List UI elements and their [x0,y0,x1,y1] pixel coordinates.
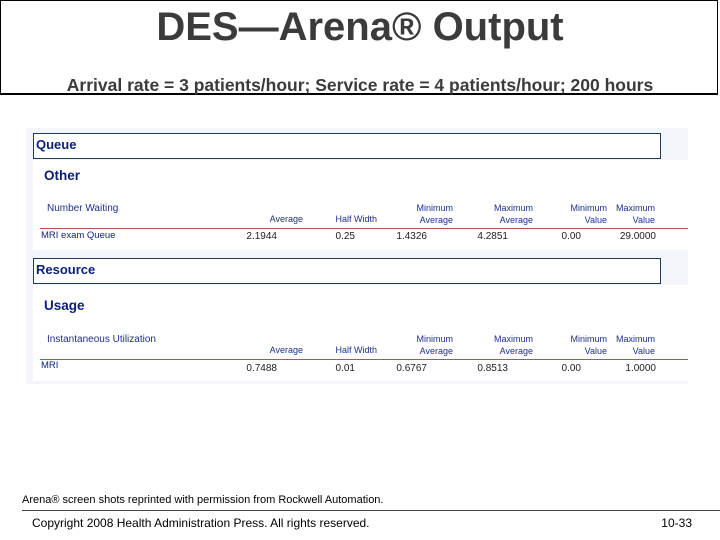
slide-title: DES—Arena® Output [156,5,564,49]
arena-report: Queue Other Number Waiting Average Half … [26,128,688,384]
queue-statistic-label: Number Waiting [47,203,119,214]
queue-section-header: Queue [33,133,661,159]
queue-category: Other [44,168,81,183]
copyright-notice: Copyright 2008 Health Administration Pre… [32,516,370,530]
queue-row-label: MRI exam Queue [41,230,116,241]
col-min-average-2: Average [419,215,453,225]
res-col-max-average-1: Maximum [493,334,533,344]
resource-half-width: 0.01 [335,363,355,374]
res-col-max-average-2: Average [499,346,533,356]
slide-subtitle: Arrival rate = 3 patients/hour; Service … [66,75,654,95]
permission-footnote: Arena® screen shots reprinted with permi… [22,494,384,506]
queue-min-value: 0.00 [561,231,581,242]
resource-header-rule [40,359,688,360]
res-col-max-value-2: Value [632,346,655,356]
col-max-value-1: Maximum [615,203,655,213]
col-min-value-2: Value [584,215,607,225]
col-max-average-2: Average [499,215,533,225]
resource-average: 0.7488 [246,363,277,374]
res-col-min-average-2: Average [419,346,453,356]
resource-statistic-label: Instantaneous Utilization [47,334,156,345]
queue-max-value: 29.0000 [619,231,656,242]
col-max-value-2: Value [632,215,655,225]
col-min-average-1: Minimum [416,203,453,213]
res-col-min-value-1: Minimum [570,334,607,344]
queue-min-average: 1.4326 [396,231,427,242]
res-col-half-width: Half Width [335,345,377,355]
col-min-value-1: Minimum [570,203,607,213]
queue-section-body: Other Number Waiting Average Half Width … [33,160,688,250]
col-half-width: Half Width [335,214,377,224]
queue-header-rule [40,228,688,229]
queue-half-width: 0.25 [335,231,355,242]
res-col-min-value-2: Value [584,346,607,356]
res-col-max-value-1: Maximum [615,334,655,344]
col-max-average-1: Maximum [493,203,533,213]
resource-category: Usage [44,298,85,313]
res-col-average: Average [269,345,303,355]
footer-divider [22,510,720,511]
resource-section-header: Resource [33,258,661,284]
resource-max-value: 1.0000 [625,363,656,374]
queue-average: 2.1944 [246,231,277,242]
resource-min-average: 0.6767 [396,363,427,374]
resource-row-label: MRI [41,360,59,371]
res-col-min-average-1: Minimum [416,334,453,344]
page-number: 10-33 [661,516,692,530]
title-box: DES—Arena® Output Arrival rate = 3 patie… [0,0,718,95]
queue-max-average: 4.2851 [477,231,508,242]
resource-section-body: Usage Instantaneous Utilization Average … [33,285,688,381]
col-average: Average [269,214,303,224]
resource-max-average: 0.8513 [477,363,508,374]
resource-min-value: 0.00 [561,363,581,374]
